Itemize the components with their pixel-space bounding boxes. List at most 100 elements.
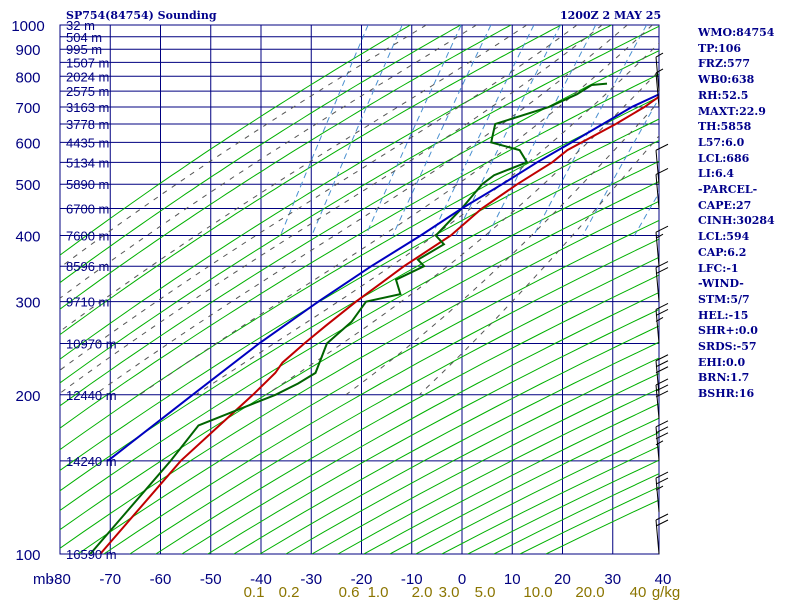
- wind-barbs: [655, 52, 669, 555]
- height-label: 8596 m: [66, 259, 109, 274]
- dry-adiabat: [60, 25, 411, 256]
- parcel-line: [107, 93, 659, 462]
- mixing-ratio-line: [533, 25, 648, 236]
- height-label: 9710 m: [66, 295, 109, 310]
- wind-barb: [655, 354, 669, 395]
- stat-line: L57:6.0: [698, 135, 745, 149]
- pressure-label: 300: [15, 295, 40, 312]
- dry-adiabat: [60, 25, 659, 384]
- dry-adiabat: [129, 256, 659, 554]
- wind-barb-staff: [655, 150, 660, 185]
- pressure-unit-label: mb: [33, 571, 54, 588]
- temperature-label: -60: [150, 571, 172, 588]
- temperature-label: -30: [300, 571, 322, 588]
- stat-line: LFC:-1: [698, 261, 739, 275]
- stat-line: TP:106: [698, 41, 742, 55]
- dry-adiabat: [60, 25, 562, 336]
- wind-barb-flag: [655, 477, 669, 485]
- adiabat-lines: [60, 25, 659, 554]
- wind-barb-flag: [655, 513, 669, 521]
- pressure-label: 400: [15, 229, 40, 246]
- stat-line: CAP:6.2: [698, 245, 747, 259]
- height-label: 2024 m: [66, 69, 109, 84]
- mixing-ratio-line: [365, 25, 462, 236]
- wind-barb-flag: [655, 390, 669, 398]
- background-grid: [59, 24, 660, 555]
- temperature-label: 40: [655, 571, 672, 588]
- pressure-label: 200: [15, 388, 40, 405]
- dry-adiabat: [60, 200, 659, 549]
- dry-adiabat: [60, 25, 612, 360]
- stats-panel: WMO:84754 TP:106 FRZ:577 WB0:638 RH:52.5 MAXT…: [698, 25, 775, 402]
- wind-barb-flag: [655, 309, 669, 316]
- wind-barb-half-flag: [655, 52, 664, 58]
- stat-line: TH:5858: [698, 120, 752, 134]
- mixing-ratio-line: [311, 25, 403, 236]
- wind-barb: [655, 261, 669, 302]
- stat-line: HEL:-15: [698, 308, 749, 322]
- mixing-ratio-line: [487, 25, 597, 236]
- mixing-ratio-label: 0.1: [244, 584, 265, 600]
- temperature-label: -10: [401, 571, 423, 588]
- dry-adiabat: [60, 73, 659, 429]
- stat-line: FRZ:577: [698, 57, 751, 71]
- mixing-ratio-line: [455, 25, 561, 236]
- stat-line: SRDS:-57: [698, 340, 757, 354]
- dry-adiabat: [155, 274, 659, 554]
- wind-barb-flag: [655, 261, 669, 269]
- stat-line: LI:6.4: [698, 167, 735, 181]
- pressure-label: 1000: [11, 18, 44, 35]
- pressure-label: 500: [15, 177, 40, 194]
- wind-barb-flag: [655, 420, 669, 428]
- temperature-label: 20: [554, 571, 571, 588]
- station-title: SP754(84754) Sounding: [66, 9, 217, 22]
- wind-barb-half-flag: [655, 317, 664, 322]
- dry-adiabat: [77, 219, 659, 554]
- wind-barb-flag: [655, 354, 669, 362]
- wind-barb-half-flag: [655, 485, 664, 491]
- temperature-line: [99, 95, 659, 554]
- wind-barb: [655, 420, 669, 461]
- mixing-ratio-line: [280, 25, 369, 236]
- moist-adiabat: [418, 135, 659, 396]
- dry-adiabat: [259, 341, 659, 554]
- stat-line: WB0:638: [698, 73, 755, 87]
- height-label: 3163 m: [66, 100, 109, 115]
- moist-adiabat: [60, 25, 578, 371]
- stat-line: SHR+:0.0: [698, 324, 758, 338]
- temperature-label: -80: [49, 571, 71, 588]
- wind-barb: [655, 471, 669, 513]
- stat-line: CINH:30284: [698, 214, 775, 228]
- wind-barb-flag: [655, 519, 669, 527]
- wind-barb-staff: [655, 174, 660, 209]
- dry-adiabat: [60, 118, 659, 472]
- mixing-ratio-line: [431, 25, 535, 236]
- wind-barb: [655, 52, 664, 92]
- mixing-ratio-label: 2.0: [412, 584, 433, 600]
- mixing-ratio-label: 0.6: [339, 584, 360, 600]
- height-label: 32 m: [66, 18, 95, 33]
- pressure-label: 800: [15, 69, 40, 86]
- moist-adiabat: [60, 25, 477, 299]
- height-label: 12440 m: [66, 388, 117, 403]
- wind-barb-flag: [655, 267, 669, 275]
- height-label: 2575 m: [66, 84, 109, 99]
- stat-line: BSHR:16: [698, 387, 755, 401]
- stat-line: LCL:594: [698, 230, 750, 244]
- wind-barb-half-flag: [655, 440, 664, 446]
- height-label: 1507 m: [66, 55, 109, 70]
- pressure-label: 600: [15, 135, 40, 152]
- stat-line: RH:52.5: [698, 88, 749, 102]
- wind-barb-flag: [655, 426, 669, 434]
- height-label: 16590 m: [66, 547, 117, 562]
- wind-barb-flag: [655, 366, 669, 374]
- dewpoint-line: [89, 82, 608, 554]
- wind-barb: [655, 225, 669, 267]
- moist-adiabat: [345, 100, 659, 396]
- stat-line: STM:5/7: [698, 292, 750, 306]
- height-label: 6700 m: [66, 201, 109, 216]
- dry-adiabat: [60, 181, 659, 531]
- wind-barb-staff: [655, 72, 660, 107]
